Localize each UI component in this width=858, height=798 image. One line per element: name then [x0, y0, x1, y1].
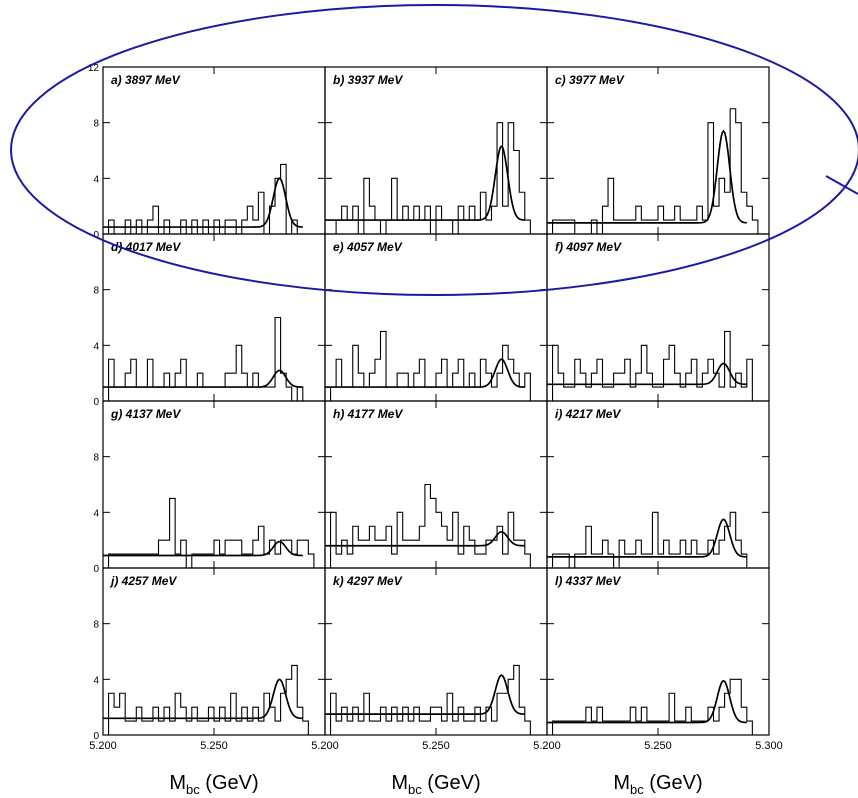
- fit-curve: [547, 129, 747, 224]
- x-axis-title: Mbc (GeV): [613, 772, 702, 797]
- highlight-arrow-stub: [825, 175, 858, 195]
- x-tick-label: 5.300: [755, 740, 783, 752]
- panel-h: h) 4177 MeV: [324, 400, 548, 569]
- panel-j: 0 4 8 j) 4257 MeV: [93, 567, 326, 742]
- fit-curve: [325, 674, 525, 715]
- fit-curve: [103, 177, 303, 228]
- x-tick-label: 5.250: [644, 740, 672, 752]
- x-tick-label: 5.200: [533, 740, 561, 752]
- x-axis-title: Mbc (GeV): [169, 772, 258, 797]
- y-tick-label: 0: [93, 230, 99, 241]
- fit-curve: [325, 145, 525, 221]
- histogram-steps: [325, 483, 547, 569]
- y-tick-label: 0: [93, 731, 99, 742]
- histogram-steps: [547, 678, 769, 736]
- y-tick-label: 4: [93, 174, 99, 185]
- histogram-steps: [325, 330, 547, 402]
- y-tick-label: 8: [93, 620, 99, 631]
- y-tick-label: 4: [93, 675, 99, 686]
- x-tick-label: 5.250: [422, 740, 450, 752]
- histogram-steps: [325, 664, 547, 736]
- x-axis-title: Mbc (GeV): [391, 772, 480, 797]
- panel-f: f) 4097 MeV: [546, 233, 770, 402]
- panel-k: k) 4297 MeV: [324, 567, 548, 736]
- y-tick-label: 8: [93, 119, 99, 130]
- panel-label: l) 4337 MeV: [555, 574, 621, 588]
- panel-g: 0 4 8 g) 4137 MeV: [93, 400, 326, 575]
- fit-curve: [325, 358, 525, 388]
- panel-e: e) 4057 MeV: [324, 233, 548, 402]
- panel-label: a) 3897 MeV: [111, 73, 181, 87]
- histogram-steps: [325, 122, 547, 235]
- fit-curve: [103, 678, 303, 720]
- y-tick-label: 8: [93, 453, 99, 464]
- histogram-steps: [103, 316, 325, 402]
- panel-label: b) 3937 MeV: [333, 73, 403, 87]
- x-tick-label: 5.200: [89, 740, 117, 752]
- panel-c: c) 3977 MeV: [546, 66, 770, 235]
- panel-a: 0 4 8 12 a) 3897 MeV: [88, 63, 326, 241]
- panel-label: f) 4097 MeV: [555, 240, 622, 254]
- histogram-steps: [103, 497, 325, 569]
- panel-label: k) 4297 MeV: [333, 574, 403, 588]
- x-tick-label: 5.200: [311, 740, 339, 752]
- panel-frame: [102, 66, 326, 235]
- panels-layer: 0 4 8 12 a) 3897 MeV b) 3937 MeV c) 3977 MeV 0 4…: [88, 63, 770, 742]
- histogram-steps: [547, 330, 769, 402]
- y-tick-label: 0: [93, 397, 99, 408]
- y-tick-label: 4: [93, 341, 99, 352]
- histogram-steps: [103, 664, 325, 736]
- panel-frame: [546, 567, 770, 736]
- panel-label: e) 4057 MeV: [333, 240, 403, 254]
- y-tick-label: 0: [93, 564, 99, 575]
- fit-curve: [547, 679, 747, 724]
- panel-label: j) 4257 MeV: [109, 574, 177, 588]
- panel-l: l) 4337 MeV: [546, 567, 770, 736]
- fit-curve: [547, 362, 747, 386]
- fit-curve: [103, 540, 303, 557]
- panel-label: c) 3977 MeV: [555, 73, 625, 87]
- histogram-steps: [547, 511, 769, 569]
- y-tick-label: 12: [88, 63, 100, 74]
- y-tick-label: 8: [93, 286, 99, 297]
- histogram-steps: [547, 108, 769, 235]
- x-axis-titles: Mbc (GeV) Mbc (GeV) Mbc (GeV): [169, 772, 702, 797]
- fit-curve: [325, 530, 525, 547]
- panel-b: b) 3937 MeV: [324, 66, 548, 235]
- x-tick-labels: 5.200 5.250 5.200 5.250 5.200 5.250 5.300: [89, 740, 783, 752]
- histogram-steps: [103, 163, 325, 235]
- fit-curve: [103, 369, 303, 388]
- x-tick-label: 5.250: [200, 740, 228, 752]
- fit-curve: [547, 518, 747, 558]
- y-tick-label: 4: [93, 508, 99, 519]
- panel-label: h) 4177 MeV: [333, 407, 403, 421]
- panel-label: i) 4217 MeV: [555, 407, 621, 421]
- highlight-ellipse: [10, 4, 858, 296]
- panel-i: i) 4217 MeV: [546, 400, 770, 569]
- panel-label: g) 4137 MeV: [110, 407, 181, 421]
